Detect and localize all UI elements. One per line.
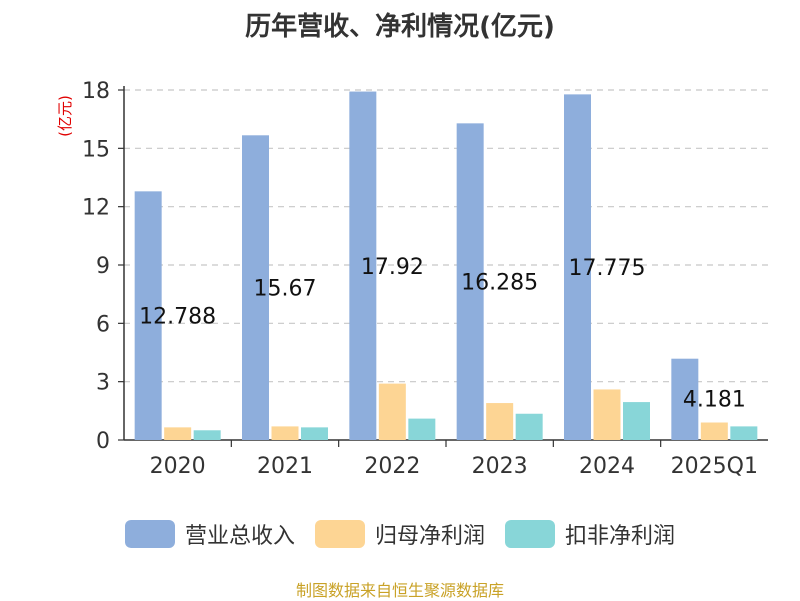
legend-swatch-revenue (124, 520, 175, 548)
data-label: 15.67 (254, 277, 317, 302)
x-tick-label: 2021 (257, 454, 313, 479)
bar-net-profit (486, 403, 514, 440)
bar-revenue (456, 123, 484, 440)
y-tick-label: 6 (96, 312, 110, 337)
bar-net-profit (378, 383, 406, 440)
bar-deducted-profit (623, 402, 650, 440)
bar-deducted-profit (408, 418, 436, 440)
x-tick-label: 2020 (150, 454, 206, 479)
bar-deducted-profit (730, 426, 758, 440)
bar-revenue (349, 91, 377, 441)
data-label: 16.285 (461, 271, 538, 296)
legend-item-net-profit[interactable]: 归母净利润 (314, 518, 485, 550)
y-tick-label: 18 (82, 79, 110, 104)
legend-swatch-net-profit (314, 520, 365, 548)
legend-label-deducted-profit: 扣非净利润 (565, 524, 676, 549)
bar-deducted-profit (301, 427, 328, 440)
legend-swatch-deducted-profit (505, 520, 555, 548)
bar-revenue (671, 358, 699, 440)
legend-item-revenue[interactable]: 营业总收入 (124, 518, 295, 550)
bar-net-profit (593, 389, 621, 440)
bar-revenue (134, 191, 162, 440)
legend-label-net-profit: 归母净利润 (374, 524, 485, 549)
x-tick-label: 2025Q1 (671, 454, 758, 479)
bar-net-profit (700, 422, 728, 440)
x-tick-label: 2024 (579, 454, 635, 479)
bar-deducted-profit (193, 430, 221, 440)
legend: 营业总收入 归母净利润 扣非净利润 (0, 518, 800, 550)
y-tick-label: 12 (82, 196, 110, 221)
legend-label-revenue: 营业总收入 (184, 524, 295, 549)
bar-net-profit (271, 426, 299, 440)
bar-revenue (564, 94, 591, 440)
data-label: 17.775 (569, 256, 646, 281)
legend-item-deducted-profit[interactable]: 扣非净利润 (505, 518, 675, 550)
data-label: 4.181 (683, 388, 746, 413)
data-label: 17.92 (361, 255, 424, 280)
y-tick-label: 0 (96, 429, 110, 454)
data-label: 12.788 (139, 305, 216, 330)
y-tick-label: 3 (96, 371, 110, 396)
source-note: 制图数据来自恒生聚源数据库 (295, 581, 504, 600)
y-tick-label: 15 (82, 137, 110, 162)
bar-net-profit (164, 427, 192, 440)
bar-revenue (242, 135, 269, 441)
y-axis-label: (亿元) (56, 95, 74, 137)
bar-deducted-profit (515, 413, 543, 440)
y-tick-label: 9 (96, 254, 110, 279)
x-tick-label: 2022 (364, 454, 420, 479)
x-tick-label: 2023 (472, 454, 528, 479)
chart-title: 历年营收、净利情况(亿元) (245, 12, 555, 42)
